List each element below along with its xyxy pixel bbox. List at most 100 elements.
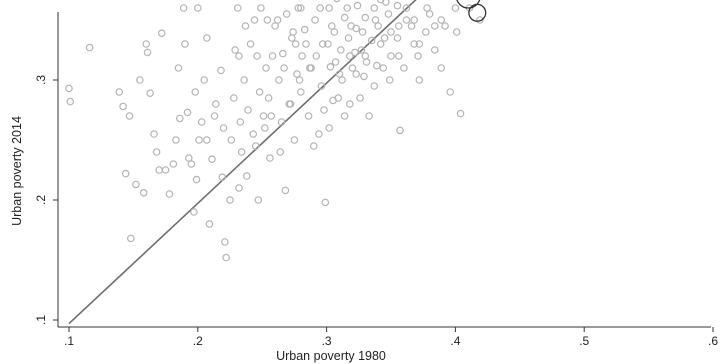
scatter-point <box>317 82 326 90</box>
scatter-point <box>357 46 366 54</box>
scatter-point <box>190 208 198 216</box>
scatter-point <box>260 124 269 132</box>
scatter-point <box>172 136 180 144</box>
city-label: LA <box>481 0 494 3</box>
scatter-point <box>331 58 340 66</box>
scatter-point <box>152 148 161 156</box>
x-tick-label: .6 <box>708 334 718 348</box>
scatter-point <box>340 13 349 22</box>
scatter-point <box>150 130 158 138</box>
scatter-point <box>181 40 189 48</box>
x-tick-label: .2 <box>193 334 203 348</box>
scatter-point <box>333 0 341 3</box>
highlighted-cities-layer: ChicagoNYDallasHoustonLA <box>456 0 494 22</box>
scatter-point <box>280 64 288 72</box>
highlight-point <box>468 3 487 22</box>
scatter-point <box>119 102 127 111</box>
scatter-point <box>127 234 135 243</box>
scatter-point <box>221 238 229 246</box>
scatter-point <box>291 40 300 48</box>
scatter-point <box>456 109 465 118</box>
scatter-point <box>318 40 327 48</box>
scatter-point <box>161 166 170 174</box>
scatter-point <box>184 154 193 162</box>
scatter-point <box>315 130 323 138</box>
scatter-point <box>267 112 276 120</box>
scatter-point <box>282 10 291 18</box>
scatter-point <box>235 184 243 192</box>
scatter-point <box>115 88 124 96</box>
scatter-point <box>334 94 342 102</box>
scatter-point <box>316 4 324 12</box>
x-tick-label: .1 <box>64 334 74 348</box>
scatter-point <box>414 52 422 60</box>
scatter-point <box>430 46 439 54</box>
scatter-point <box>361 13 370 22</box>
scatter-point <box>430 22 439 30</box>
scatter-point <box>143 48 152 57</box>
scatter-point <box>415 40 424 48</box>
scatter-point <box>335 70 344 78</box>
highlight-point <box>456 0 481 9</box>
scatter-point <box>240 76 248 84</box>
scatter-points-layer <box>65 0 484 262</box>
scatter-point <box>400 64 408 72</box>
scatter-point <box>373 61 381 70</box>
scatter-point <box>293 70 301 78</box>
scatter-point <box>241 22 250 30</box>
scatter-point <box>231 46 239 54</box>
scatter-point <box>302 40 310 48</box>
scatter-point <box>277 118 286 126</box>
scatter-point <box>266 154 274 162</box>
scatter-point <box>327 22 336 30</box>
scatter-point <box>219 124 228 132</box>
scatter-point <box>255 88 264 96</box>
scatter-point <box>396 126 404 135</box>
scatter-point <box>340 112 349 120</box>
scatter-point <box>320 106 328 114</box>
fit-line-layer <box>68 0 417 325</box>
scatter-point <box>370 82 379 90</box>
scatter-point <box>136 76 144 84</box>
scatter-point <box>336 46 345 54</box>
y-tick-label: .3 <box>34 75 48 85</box>
scatter-point <box>253 52 261 60</box>
scatter-point <box>309 142 318 150</box>
scatter-point <box>157 29 166 38</box>
x-tick-label: .4 <box>450 334 460 348</box>
scatter-point <box>236 118 245 126</box>
scatter-point <box>242 172 251 180</box>
scatter-point <box>233 4 242 12</box>
scatter-point <box>407 22 416 30</box>
scatter-point <box>312 52 321 60</box>
scatter-point <box>380 34 389 42</box>
scatter-point <box>387 28 395 36</box>
scatter-point <box>330 28 339 36</box>
scatter-point <box>352 70 361 78</box>
scatter-point <box>286 100 295 108</box>
scatter-point <box>387 52 395 60</box>
scatter-point <box>276 148 285 156</box>
scatter-point <box>338 76 346 84</box>
scatter-point <box>324 40 332 48</box>
scatter-point <box>353 1 362 10</box>
scatter-point <box>300 25 309 34</box>
fit-line <box>68 0 417 325</box>
scatter-point <box>345 100 354 108</box>
x-tick-label: .5 <box>579 334 589 348</box>
scatter-point <box>142 40 151 48</box>
scatter-point <box>360 72 368 81</box>
scatter-point <box>394 22 403 30</box>
scatter-point <box>165 190 174 198</box>
scatter-point <box>203 34 211 42</box>
scatter-point <box>268 52 277 60</box>
scatter-point <box>212 100 220 108</box>
scatter-point <box>257 4 265 12</box>
scatter-point <box>210 112 219 120</box>
scatter-point <box>230 94 238 102</box>
scatter-point <box>325 124 333 132</box>
scatter-point <box>410 40 418 48</box>
scatter-point <box>174 64 183 72</box>
scatter-point <box>249 130 257 138</box>
scatter-point <box>367 36 376 45</box>
